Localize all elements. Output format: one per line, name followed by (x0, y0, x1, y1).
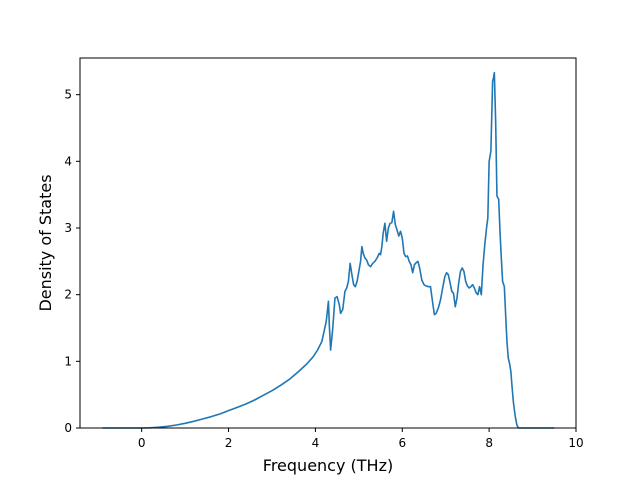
x-tick-label: 2 (225, 436, 233, 450)
plot-area (102, 71, 555, 429)
x-axis-ticks: 0 2 4 6 8 10 (138, 428, 584, 450)
x-tick-label: 4 (312, 436, 320, 450)
x-tick-label: 6 (398, 436, 406, 450)
y-tick-label: 3 (64, 221, 72, 235)
y-axis-ticks: 0 1 2 3 4 5 (64, 88, 80, 435)
plot-frame (79, 57, 577, 429)
x-tick-label: 0 (138, 436, 146, 450)
x-axis-label: Frequency (THz) (263, 456, 393, 475)
y-tick-label: 4 (64, 154, 72, 168)
dos-series-line-0 (102, 71, 555, 429)
y-tick-label: 1 (64, 354, 72, 368)
y-tick-label: 5 (64, 88, 72, 102)
y-axis-label: Density of States (36, 174, 55, 311)
y-tick-label: 0 (64, 421, 72, 435)
x-tick-label: 10 (568, 436, 583, 450)
x-tick-label: 8 (485, 436, 493, 450)
y-tick-label: 2 (64, 288, 72, 302)
